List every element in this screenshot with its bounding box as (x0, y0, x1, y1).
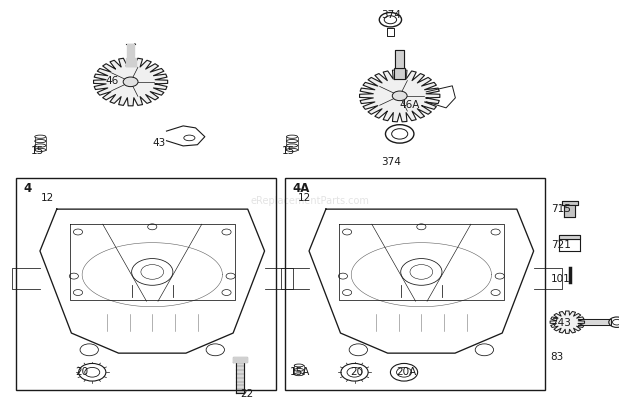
Text: 374: 374 (381, 156, 401, 166)
Bar (16, 178, 276, 390)
Text: 46: 46 (106, 76, 119, 85)
Text: 15: 15 (282, 146, 295, 156)
Text: 12: 12 (298, 192, 311, 202)
Text: 20A: 20A (397, 367, 417, 377)
Text: 4A: 4A (293, 182, 310, 195)
Text: 46A: 46A (400, 99, 420, 109)
Text: 20: 20 (350, 367, 363, 377)
Text: 43: 43 (153, 138, 166, 148)
Polygon shape (94, 59, 167, 107)
Circle shape (123, 78, 138, 87)
Text: 715: 715 (551, 203, 570, 213)
Bar (285, 178, 545, 390)
Text: 374: 374 (381, 10, 401, 20)
Text: 15: 15 (30, 146, 43, 156)
Polygon shape (233, 358, 247, 363)
Circle shape (392, 92, 407, 101)
Polygon shape (559, 236, 580, 240)
Text: 101: 101 (551, 273, 570, 284)
Text: 15A: 15A (290, 367, 311, 377)
Polygon shape (564, 205, 575, 217)
Polygon shape (360, 71, 440, 123)
Text: 4: 4 (24, 182, 32, 195)
Text: 743: 743 (551, 318, 570, 327)
Polygon shape (550, 311, 585, 334)
Text: eReplacementParts.com: eReplacementParts.com (250, 196, 370, 205)
Text: 721: 721 (551, 239, 570, 249)
Text: 83: 83 (551, 351, 564, 361)
Text: 12: 12 (41, 192, 54, 202)
Text: 20: 20 (75, 367, 88, 377)
Text: 22: 22 (241, 388, 254, 398)
Polygon shape (562, 202, 578, 205)
